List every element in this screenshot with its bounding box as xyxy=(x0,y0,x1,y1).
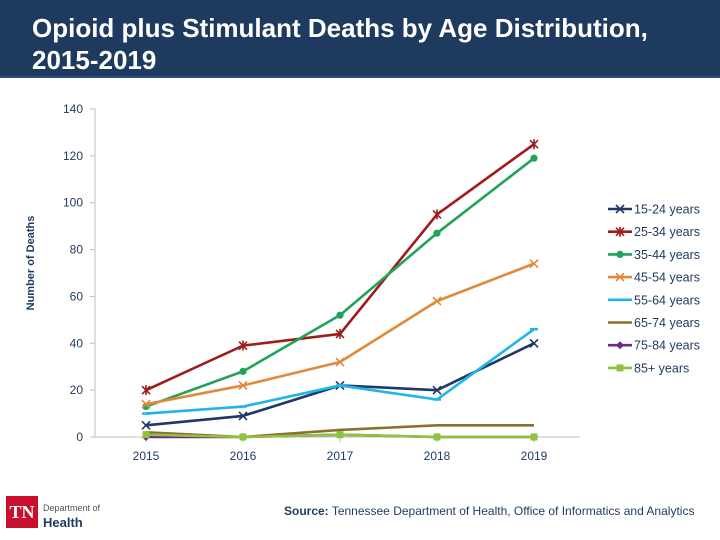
series-55-64-years xyxy=(142,328,538,415)
series-85-years xyxy=(142,431,538,441)
data-point xyxy=(238,340,248,351)
series-25-34-years xyxy=(141,139,539,396)
data-point xyxy=(529,139,539,150)
series-45-54-years xyxy=(141,259,539,409)
x-tick-label: 2016 xyxy=(230,449,257,463)
y-tick-label: 0 xyxy=(76,430,83,444)
legend-swatch-marker xyxy=(616,341,624,350)
data-point xyxy=(142,431,150,439)
y-tick-label: 100 xyxy=(63,196,83,210)
line-chart: 0 20 40 60 80 100 120 140 2015 2016 2017 2018 2019 1… xyxy=(25,102,700,463)
title-bar: Opioid plus Stimulant Deaths by Age Dist… xyxy=(0,0,720,78)
y-tick-label: 120 xyxy=(63,149,83,163)
chart-title: Opioid plus Stimulant Deaths by Age Dist… xyxy=(32,13,648,75)
y-tick-label: 80 xyxy=(70,243,84,257)
legend-label: 25-34 years xyxy=(634,225,700,239)
legend-item: 25-34 years xyxy=(608,225,700,239)
data-point xyxy=(141,399,151,409)
logo-health-text: Health xyxy=(43,515,83,530)
logo-department-text: Department of xyxy=(43,503,101,513)
data-point xyxy=(432,209,442,220)
legend-swatch-marker xyxy=(615,204,625,214)
data-point xyxy=(335,357,345,367)
legend-label: 85+ years xyxy=(634,361,689,375)
chart-axes: 0 20 40 60 80 100 120 140 2015 2016 2017 2018 2019 xyxy=(63,102,580,463)
data-point xyxy=(239,367,247,375)
y-tick-label: 60 xyxy=(70,289,84,303)
chart-legend: 15-24 years 25-34 years 35-44 years 45-54 y… xyxy=(608,203,700,375)
y-tick-label: 20 xyxy=(70,383,84,397)
data-point xyxy=(530,154,538,162)
source-note: Source: Tennessee Department of Health, … xyxy=(284,504,704,518)
data-point xyxy=(432,296,442,306)
data-point xyxy=(529,259,539,269)
legend-item: 75-84 years xyxy=(608,339,700,353)
data-point xyxy=(433,433,441,441)
series-line xyxy=(145,157,535,408)
legend-label: 45-54 years xyxy=(634,271,700,285)
x-tick-label: 2015 xyxy=(133,449,160,463)
data-point xyxy=(529,338,539,348)
data-point xyxy=(238,380,248,391)
tn-logo-mark: TN xyxy=(6,496,38,528)
source-text: Tennessee Department of Health, Office o… xyxy=(331,504,695,518)
data-point xyxy=(432,385,442,395)
legend-item: 35-44 years xyxy=(608,248,700,262)
legend-swatch-marker xyxy=(616,364,624,372)
x-tick-label: 2018 xyxy=(424,449,451,463)
legend-swatch-marker xyxy=(615,226,625,237)
data-point xyxy=(335,328,345,339)
legend-label: 55-64 years xyxy=(634,293,700,307)
legend-item: 55-64 years xyxy=(608,293,700,307)
source-label: Source: xyxy=(284,504,329,518)
data-point xyxy=(141,385,151,396)
legend-item: 85+ years xyxy=(608,361,689,375)
series-35-44-years xyxy=(142,154,538,411)
legend-label: 15-24 years xyxy=(634,203,700,217)
x-tick-label: 2019 xyxy=(521,449,548,463)
legend-swatch-marker xyxy=(615,272,625,282)
legend-label: 65-74 years xyxy=(634,316,700,330)
legend-item: 45-54 years xyxy=(608,271,700,285)
legend-item: 15-24 years xyxy=(608,203,700,217)
y-axis-label: Number of Deaths xyxy=(25,216,37,311)
legend-item: 65-74 years xyxy=(608,316,700,330)
legend-swatch-marker xyxy=(616,250,624,258)
data-point xyxy=(239,433,247,441)
y-tick-label: 40 xyxy=(70,336,84,350)
data-point xyxy=(238,411,248,421)
data-point xyxy=(141,420,151,430)
y-tick-label: 140 xyxy=(63,102,83,116)
series-line xyxy=(145,328,535,415)
legend-label: 35-44 years xyxy=(634,248,700,262)
series-line xyxy=(145,143,535,392)
tn-health-logo: TN Department of Health xyxy=(6,493,106,533)
data-point xyxy=(530,433,538,441)
chart-series xyxy=(141,139,539,441)
legend-label: 75-84 years xyxy=(634,339,700,353)
data-point xyxy=(336,431,344,439)
data-point xyxy=(336,311,344,319)
data-point xyxy=(433,229,441,237)
x-tick-label: 2017 xyxy=(327,449,354,463)
